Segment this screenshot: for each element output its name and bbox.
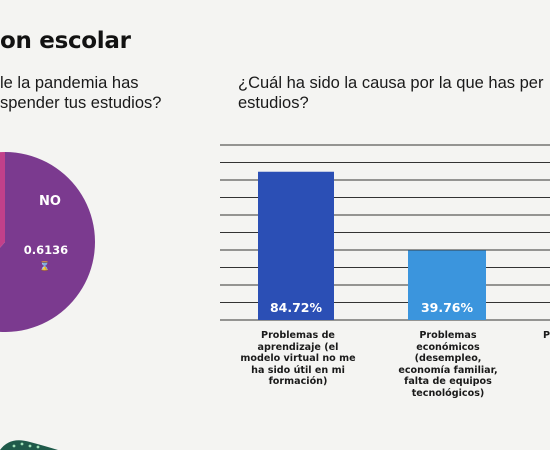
bar-value-label-economicos: 39.76% <box>421 300 474 315</box>
pie-question-line-2: spender tus estudios? <box>0 94 162 112</box>
pie-slice-no <box>0 152 95 332</box>
category-label-third: P <box>543 330 550 342</box>
bar-aprendizaje <box>258 171 334 320</box>
category-label-economicos: Problemas económicos (desempleo, economí… <box>373 330 523 400</box>
pie-slice-label: NO <box>39 194 61 209</box>
category-line: Problemas <box>419 330 477 341</box>
pie-question-line-1: le la pandemia has <box>0 74 139 92</box>
category-line: económicos <box>416 341 480 353</box>
category-line: Problemas de <box>261 330 335 341</box>
pie-slice-other <box>0 152 5 248</box>
category-line: aprendizaje (el <box>257 341 339 353</box>
pie-chart <box>0 152 95 332</box>
bar-question-line-1: ¿Cuál ha sido la causa por la que has pe… <box>238 74 544 92</box>
bar-question-line-2: estudios? <box>238 94 309 112</box>
category-line: economía familiar, <box>398 364 498 376</box>
bar-value-label-aprendizaje: 84.72% <box>270 300 323 315</box>
bar-economicos <box>408 250 486 320</box>
category-line: formación) <box>268 376 328 388</box>
category-line: falta de equipos <box>404 376 492 388</box>
category-line: ha sido útil en mi <box>251 364 345 376</box>
category-line: (desempleo, <box>414 353 482 365</box>
category-label-aprendizaje: Problemas de aprendizaje (el modelo virt… <box>233 330 363 388</box>
pie-slice-value: 0.6136 <box>23 243 69 257</box>
category-line: P <box>543 330 550 341</box>
slide-title: on escolar <box>0 28 131 54</box>
hourglass-icon: ⌛ <box>39 262 51 272</box>
bar-question: ¿Cuál ha sido la causa por la que has pe… <box>238 73 550 113</box>
category-line: modelo virtual no me <box>240 353 356 365</box>
category-line: tecnológicos) <box>411 387 485 399</box>
pie-question: le la pandemia has spender tus estudios? <box>0 73 180 113</box>
decorative-blob <box>0 440 58 450</box>
bar-chart: 84.72% 39.76% <box>220 144 550 321</box>
